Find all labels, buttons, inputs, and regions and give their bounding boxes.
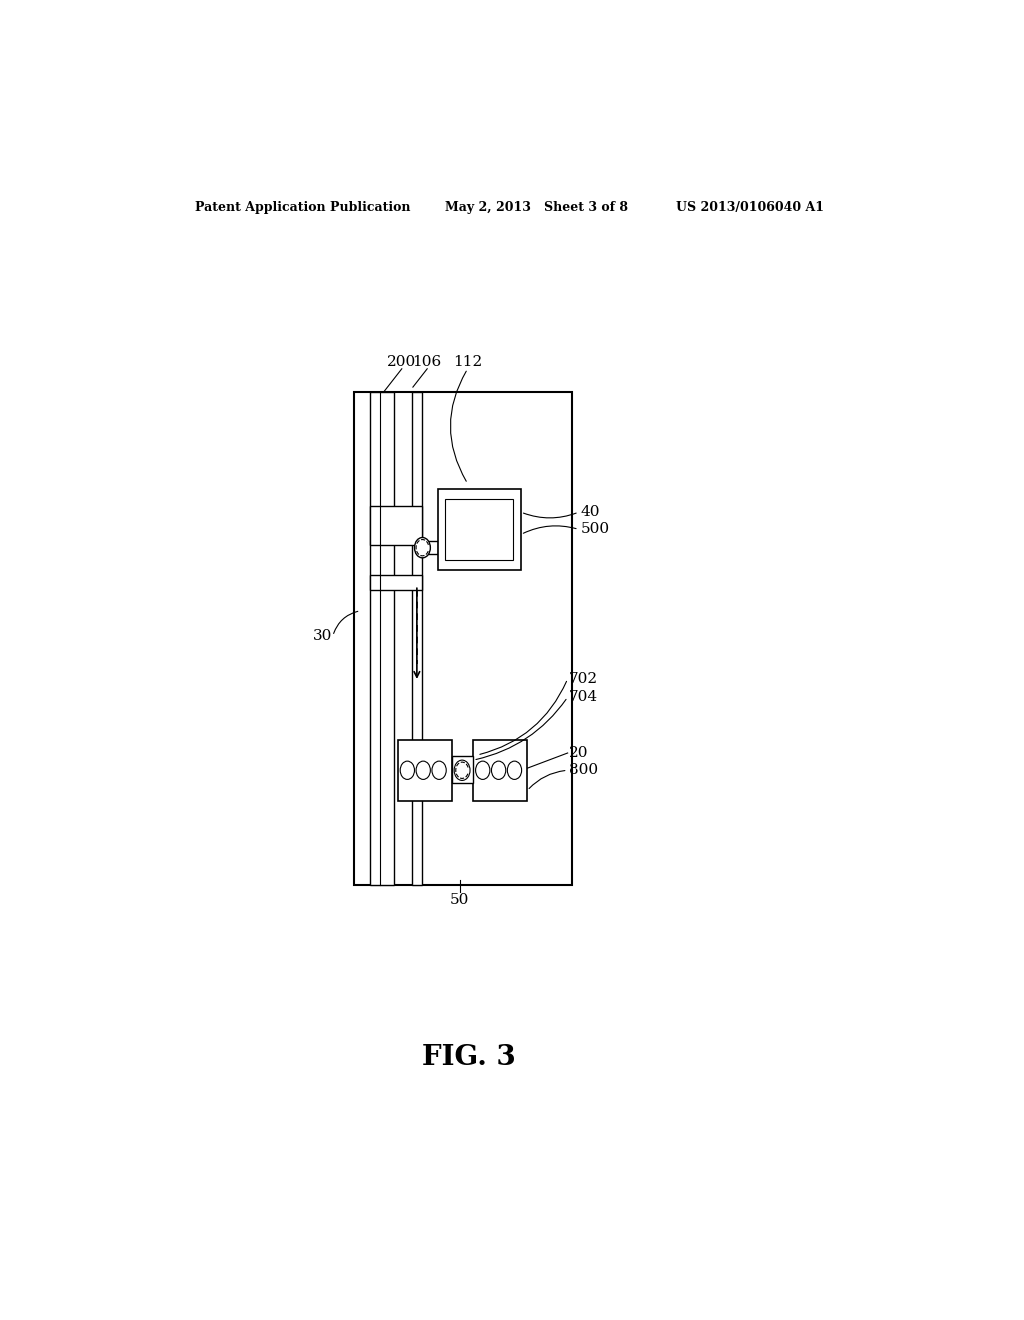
Text: FIG. 3: FIG. 3	[422, 1044, 516, 1072]
Text: 704: 704	[569, 690, 598, 704]
Text: US 2013/0106040 A1: US 2013/0106040 A1	[676, 201, 823, 214]
Bar	[412, 392, 422, 886]
Text: Patent Application Publication: Patent Application Publication	[196, 201, 411, 214]
FancyArrowPatch shape	[523, 525, 577, 533]
Circle shape	[455, 760, 470, 780]
Circle shape	[432, 762, 446, 779]
Text: 40: 40	[581, 506, 600, 519]
Circle shape	[400, 762, 415, 779]
Bar	[422, 541, 437, 554]
FancyArrowPatch shape	[334, 611, 357, 634]
Bar	[370, 506, 422, 545]
Text: 50: 50	[450, 894, 469, 907]
Text: May 2, 2013   Sheet 3 of 8: May 2, 2013 Sheet 3 of 8	[445, 201, 629, 214]
Bar	[370, 392, 394, 886]
FancyArrowPatch shape	[529, 771, 565, 788]
Bar	[397, 739, 452, 801]
Circle shape	[415, 537, 430, 558]
Circle shape	[416, 762, 430, 779]
Text: 106: 106	[413, 355, 441, 368]
FancyArrowPatch shape	[451, 371, 466, 482]
Text: 20: 20	[569, 746, 589, 760]
Text: 30: 30	[312, 630, 332, 643]
Circle shape	[507, 762, 521, 779]
Bar	[473, 739, 527, 801]
Bar	[437, 488, 521, 570]
Bar	[354, 392, 572, 886]
FancyArrowPatch shape	[523, 513, 577, 517]
Text: 702: 702	[569, 672, 598, 686]
Circle shape	[475, 762, 489, 779]
Bar	[445, 499, 513, 560]
Text: 112: 112	[453, 355, 482, 368]
Text: 200: 200	[387, 355, 417, 368]
Circle shape	[492, 762, 506, 779]
Text: 500: 500	[581, 523, 609, 536]
Bar	[370, 576, 422, 590]
Bar	[452, 756, 473, 784]
FancyArrowPatch shape	[480, 681, 566, 754]
FancyArrowPatch shape	[476, 700, 566, 759]
Text: 800: 800	[569, 763, 598, 777]
